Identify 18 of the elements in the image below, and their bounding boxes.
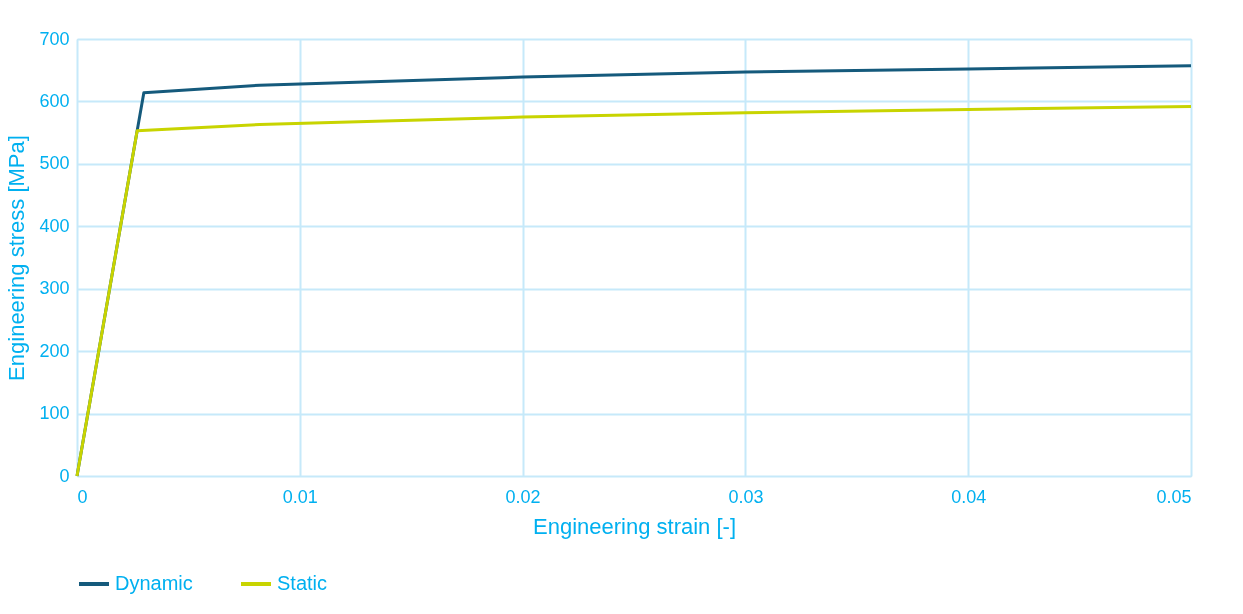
x-tick-label: 0.04 [951,486,987,507]
y-tick-label: 600 [39,90,70,111]
x-axis-title: Engineering strain [-] [533,513,736,539]
y-axis-title: Engineering stress [MPa] [4,135,30,381]
legend-label: Dynamic [115,572,193,594]
x-tick-label: 0 [77,486,88,507]
y-tick-label: 700 [39,28,70,49]
y-tick-label: 100 [39,403,70,424]
y-tick-label: 0 [59,465,70,486]
y-tick-label: 300 [39,278,70,299]
y-tick-label: 500 [39,153,70,174]
y-tick-label: 200 [39,340,70,361]
x-tick-label: 0.02 [505,486,541,507]
legend-label: Static [277,572,328,594]
x-tick-label: 0.03 [728,486,764,507]
y-tick-label: 400 [39,215,70,236]
x-tick-label: 0.05 [1156,486,1192,507]
x-tick-label: 0.01 [282,486,318,507]
